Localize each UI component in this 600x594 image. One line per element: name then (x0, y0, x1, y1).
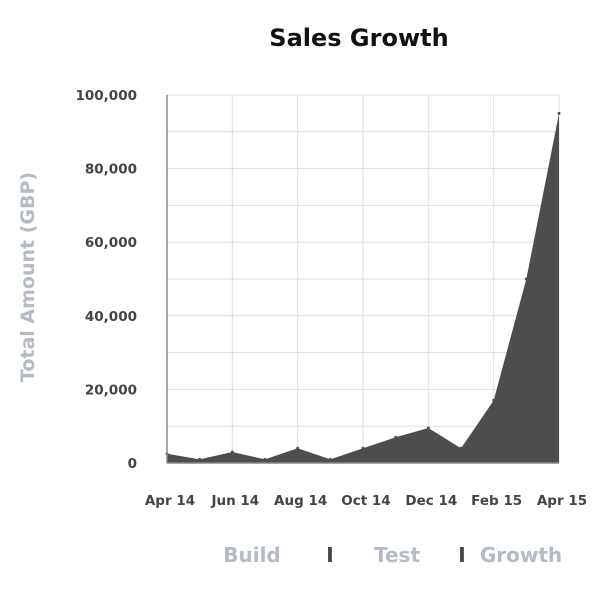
y-tick-label: 0 (128, 456, 137, 472)
phase-label: Growth (480, 543, 562, 567)
x-tick-label: Dec 14 (405, 493, 457, 509)
data-point (328, 457, 332, 461)
data-point (263, 457, 267, 461)
x-tick-label: Aug 14 (274, 493, 327, 509)
x-tick-label: Apr 15 (537, 493, 587, 509)
y-tick-label: 20,000 (85, 382, 137, 398)
phase-separator: I (326, 543, 333, 567)
y-tick-label: 80,000 (85, 162, 137, 178)
data-point (198, 457, 202, 461)
data-point (361, 446, 365, 450)
x-tick-label: Jun 14 (210, 493, 259, 509)
y-tick-labels: 0 20,000 40,000 60,000 80,000 100,000 (76, 88, 138, 472)
x-tick-labels: Apr 14 Jun 14 Aug 14 Oct 14 Dec 14 Feb 15 Apr … (145, 493, 587, 509)
grid (167, 94, 560, 463)
x-tick-label: Feb 15 (471, 493, 522, 509)
data-point (524, 277, 528, 281)
data-point (459, 446, 463, 450)
y-tick-label: 60,000 (85, 235, 137, 251)
phase-separator: I (458, 543, 465, 567)
data-point (230, 450, 234, 454)
y-tick-label: 100,000 (76, 88, 138, 104)
x-tick-label: Apr 14 (145, 493, 195, 509)
data-point (492, 398, 496, 402)
data-point (557, 111, 561, 115)
y-tick-label: 40,000 (85, 309, 137, 325)
sales-area (167, 113, 559, 464)
data-point (426, 426, 430, 430)
phase-label: Test (374, 543, 420, 567)
data-point (394, 435, 398, 439)
phase-labels: Build Test Growth I I (223, 543, 562, 567)
x-tick-label: Oct 14 (341, 493, 390, 509)
data-point (296, 446, 300, 450)
axes (166, 95, 559, 464)
y-axis-label: Total Amount (GBP) (17, 172, 39, 382)
chart-title: Sales Growth (269, 24, 448, 52)
phase-label: Build (223, 543, 281, 567)
